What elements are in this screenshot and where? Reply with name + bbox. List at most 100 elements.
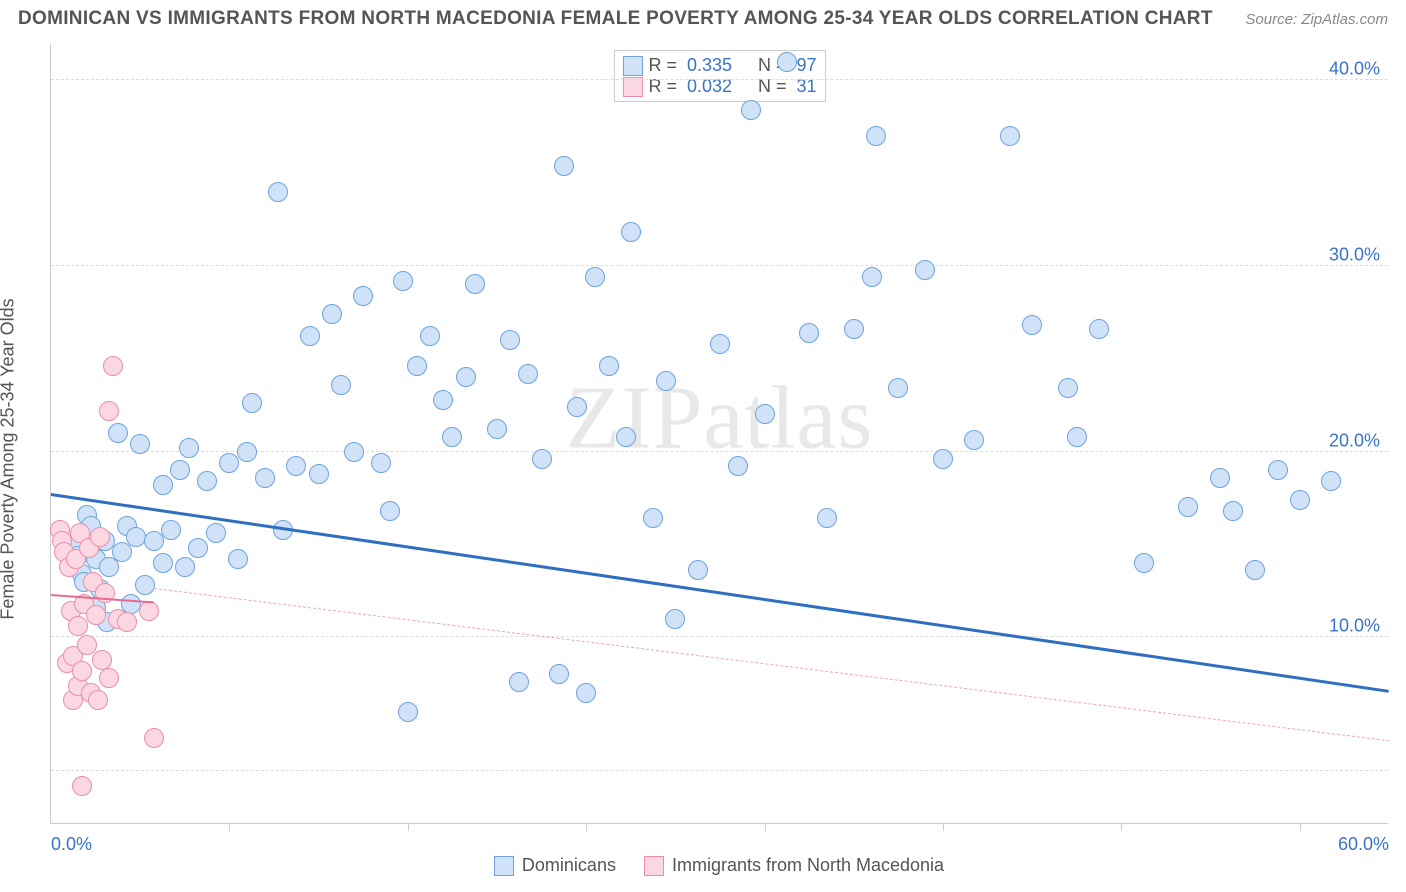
gridline xyxy=(51,770,1388,771)
legend-item-macedonia: Immigrants from North Macedonia xyxy=(644,855,944,876)
data-point xyxy=(135,575,155,595)
stat-n-value: 97 xyxy=(797,55,817,76)
data-point xyxy=(862,267,882,287)
y-axis-label: Female Poverty Among 25-34 Year Olds xyxy=(0,298,19,619)
data-point xyxy=(585,267,605,287)
x-tick xyxy=(408,823,409,831)
data-point xyxy=(175,557,195,577)
swatch-macedonia-icon xyxy=(644,856,664,876)
plot-area: ZIPatlas R = 0.335 N = 97 R = 0.032 N = … xyxy=(50,44,1388,824)
data-point xyxy=(255,468,275,488)
data-point xyxy=(126,527,146,547)
data-point xyxy=(1223,501,1243,521)
data-point xyxy=(500,330,520,350)
data-point xyxy=(139,601,159,621)
watermark: ZIPatlas xyxy=(566,366,874,469)
data-point xyxy=(1210,468,1230,488)
source-name: ZipAtlas.com xyxy=(1301,11,1388,28)
data-point xyxy=(398,702,418,722)
data-point xyxy=(206,523,226,543)
legend-label: Immigrants from North Macedonia xyxy=(672,855,944,876)
data-point xyxy=(1268,460,1288,480)
data-point xyxy=(799,323,819,343)
data-point xyxy=(567,397,587,417)
data-point xyxy=(219,453,239,473)
data-point xyxy=(728,456,748,476)
data-point xyxy=(1067,427,1087,447)
legend-label: Dominicans xyxy=(522,855,616,876)
data-point xyxy=(621,222,641,242)
data-point xyxy=(599,356,619,376)
data-point xyxy=(888,378,908,398)
data-point xyxy=(179,438,199,458)
data-point xyxy=(1089,319,1109,339)
x-tick xyxy=(229,823,230,831)
data-point xyxy=(268,182,288,202)
swatch-dominicans-icon xyxy=(622,56,642,76)
source-prefix: Source: xyxy=(1245,11,1301,28)
data-point xyxy=(300,326,320,346)
data-point xyxy=(643,508,663,528)
data-point xyxy=(665,609,685,629)
data-point xyxy=(72,661,92,681)
data-point xyxy=(144,531,164,551)
data-point xyxy=(90,527,110,547)
gridline xyxy=(51,79,1388,80)
y-tick-label: 30.0% xyxy=(1329,244,1380,265)
legend-series: Dominicans Immigrants from North Macedon… xyxy=(50,855,1388,876)
x-tick xyxy=(1121,823,1122,831)
legend-item-dominicans: Dominicans xyxy=(494,855,616,876)
data-point xyxy=(817,508,837,528)
data-point xyxy=(532,449,552,469)
data-point xyxy=(88,690,108,710)
data-point xyxy=(433,390,453,410)
data-point xyxy=(286,456,306,476)
data-point xyxy=(309,464,329,484)
data-point xyxy=(380,501,400,521)
data-point xyxy=(117,612,137,632)
x-tick-label: 60.0% xyxy=(1338,834,1389,855)
data-point xyxy=(371,453,391,473)
data-point xyxy=(393,271,413,291)
gridline xyxy=(51,265,1388,266)
data-point xyxy=(710,334,730,354)
data-point xyxy=(777,52,797,72)
data-point xyxy=(170,460,190,480)
data-point xyxy=(237,442,257,462)
stat-r-label: R = xyxy=(648,55,677,76)
data-point xyxy=(420,326,440,346)
data-point xyxy=(144,728,164,748)
data-point xyxy=(915,260,935,280)
data-point xyxy=(465,274,485,294)
data-point xyxy=(228,549,248,569)
data-point xyxy=(933,449,953,469)
data-point xyxy=(964,430,984,450)
data-point xyxy=(509,672,529,692)
x-tick xyxy=(765,823,766,831)
data-point xyxy=(407,356,427,376)
trend-line xyxy=(51,493,1389,693)
y-tick-label: 40.0% xyxy=(1329,59,1380,80)
data-point xyxy=(554,156,574,176)
data-point xyxy=(1245,560,1265,580)
data-point xyxy=(616,427,636,447)
data-point xyxy=(161,520,181,540)
data-point xyxy=(68,616,88,636)
chart-title: DOMINICAN VS IMMIGRANTS FROM NORTH MACED… xyxy=(18,8,1213,30)
data-point xyxy=(322,304,342,324)
x-tick xyxy=(586,823,587,831)
data-point xyxy=(99,668,119,688)
swatch-dominicans-icon xyxy=(494,856,514,876)
data-point xyxy=(108,423,128,443)
data-point xyxy=(442,427,462,447)
data-point xyxy=(153,553,173,573)
data-point xyxy=(576,683,596,703)
data-point xyxy=(844,319,864,339)
data-point xyxy=(153,475,173,495)
gridline xyxy=(51,636,1388,637)
x-tick-label: 0.0% xyxy=(51,834,92,855)
data-point xyxy=(1022,315,1042,335)
x-tick xyxy=(943,823,944,831)
data-point xyxy=(549,664,569,684)
data-point xyxy=(741,100,761,120)
